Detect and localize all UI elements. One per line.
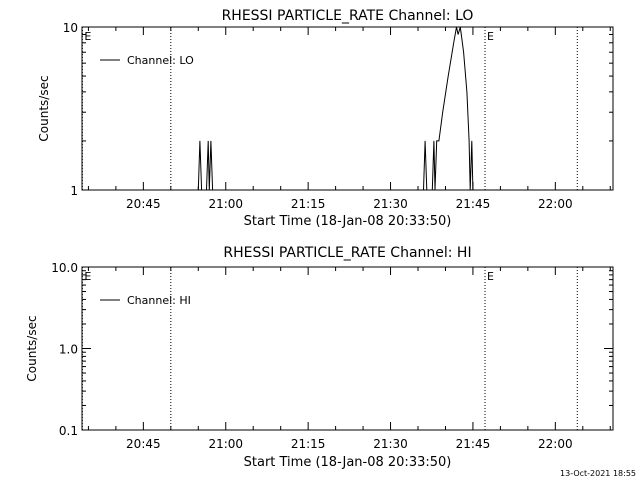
- footer-timestamp: 13-Oct-2021 18:55: [560, 469, 636, 478]
- panel1-end-marker-label: E: [487, 30, 494, 43]
- panel2-y-tick-label: 1.0: [59, 343, 78, 357]
- panel2-x-tick-label: 20:45: [126, 437, 161, 451]
- panel1-chart-title: RHESSI PARTICLE_RATE Channel: LO: [222, 8, 474, 24]
- panel1-x-axis-label: Start Time (18-Jan-08 20:33:50): [244, 214, 452, 229]
- panel1-x-tick-label: 20:45: [126, 197, 161, 211]
- panel2-x-tick-label: 22:00: [538, 437, 573, 451]
- panel1-x-tick-label: 21:30: [373, 197, 408, 211]
- panel2-chart-title: RHESSI PARTICLE_RATE Channel: HI: [223, 245, 471, 261]
- panel1-plot-frame: [81, 26, 614, 191]
- panel1-x-tick-label: 21:45: [456, 197, 491, 211]
- panel1-x-tick-label: 21:00: [208, 197, 243, 211]
- panel2-y-axis-label: Counts/sec: [25, 315, 39, 381]
- panel1-y-axis-label: Counts/sec: [37, 75, 51, 141]
- panel2-plot-frame: [81, 266, 614, 431]
- panel2-legend-label: Channel: HI: [127, 294, 191, 307]
- panel2-end-marker-label: E: [487, 270, 494, 283]
- panel1-x-tick-label: 22:00: [538, 197, 573, 211]
- panel2-y-tick-label: 10.0: [51, 261, 78, 275]
- panel1-y-tick-label: 1: [70, 184, 78, 198]
- panel1-series-line: [197, 26, 474, 191]
- panel1-end-marker-label: E: [84, 30, 91, 43]
- panel2-x-tick-label: 21:15: [291, 437, 326, 451]
- panel2-y-tick-label: 0.1: [59, 424, 78, 438]
- panel2-x-tick-label: 21:30: [373, 437, 408, 451]
- panel2-end-marker-label: E: [84, 270, 91, 283]
- panel1-x-tick-label: 21:15: [291, 197, 326, 211]
- panel2-x-axis-label: Start Time (18-Jan-08 20:33:50): [244, 455, 452, 470]
- panel1-legend-label: Channel: LO: [127, 54, 194, 67]
- panel1-y-tick-label: 10: [63, 21, 78, 35]
- panel2-x-tick-label: 21:45: [456, 437, 491, 451]
- panel2-x-tick-label: 21:00: [208, 437, 243, 451]
